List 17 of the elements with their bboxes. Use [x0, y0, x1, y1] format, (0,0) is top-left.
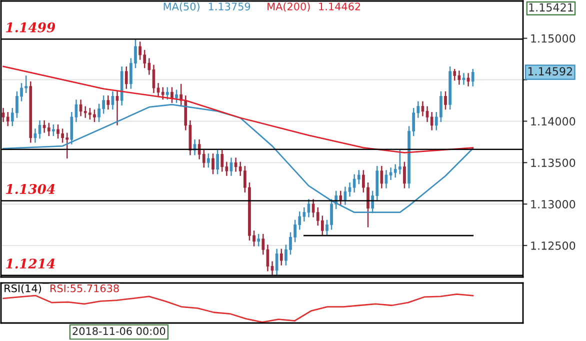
annotation: 1.14462 [319, 2, 360, 10]
ref-line-label: 1.1304 [6, 184, 55, 194]
y-tick-label: 1.13500 [531, 158, 576, 167]
ref-line-label: 1.1214 [6, 258, 55, 269]
text: MA(200) [268, 2, 310, 12]
annotation: 1.13759 [208, 2, 250, 10]
text: RSI:55.71638 [50, 284, 119, 292]
text: 2018-11-06 00:00 [72, 327, 166, 336]
text: 1.14592 [528, 67, 572, 76]
y-tick-label: 1.15000 [531, 34, 576, 43]
y-tick-label: 1.12500 [531, 241, 576, 250]
text: MA(50) [164, 2, 200, 12]
chart-title: RSI(14) [4, 284, 42, 294]
y-tick-label: 1.14000 [531, 117, 576, 126]
ref-line-label: 1.1499 [6, 22, 56, 32]
text: 1.15421 [529, 3, 573, 12]
y-tick-label: 1.13000 [531, 200, 576, 208]
